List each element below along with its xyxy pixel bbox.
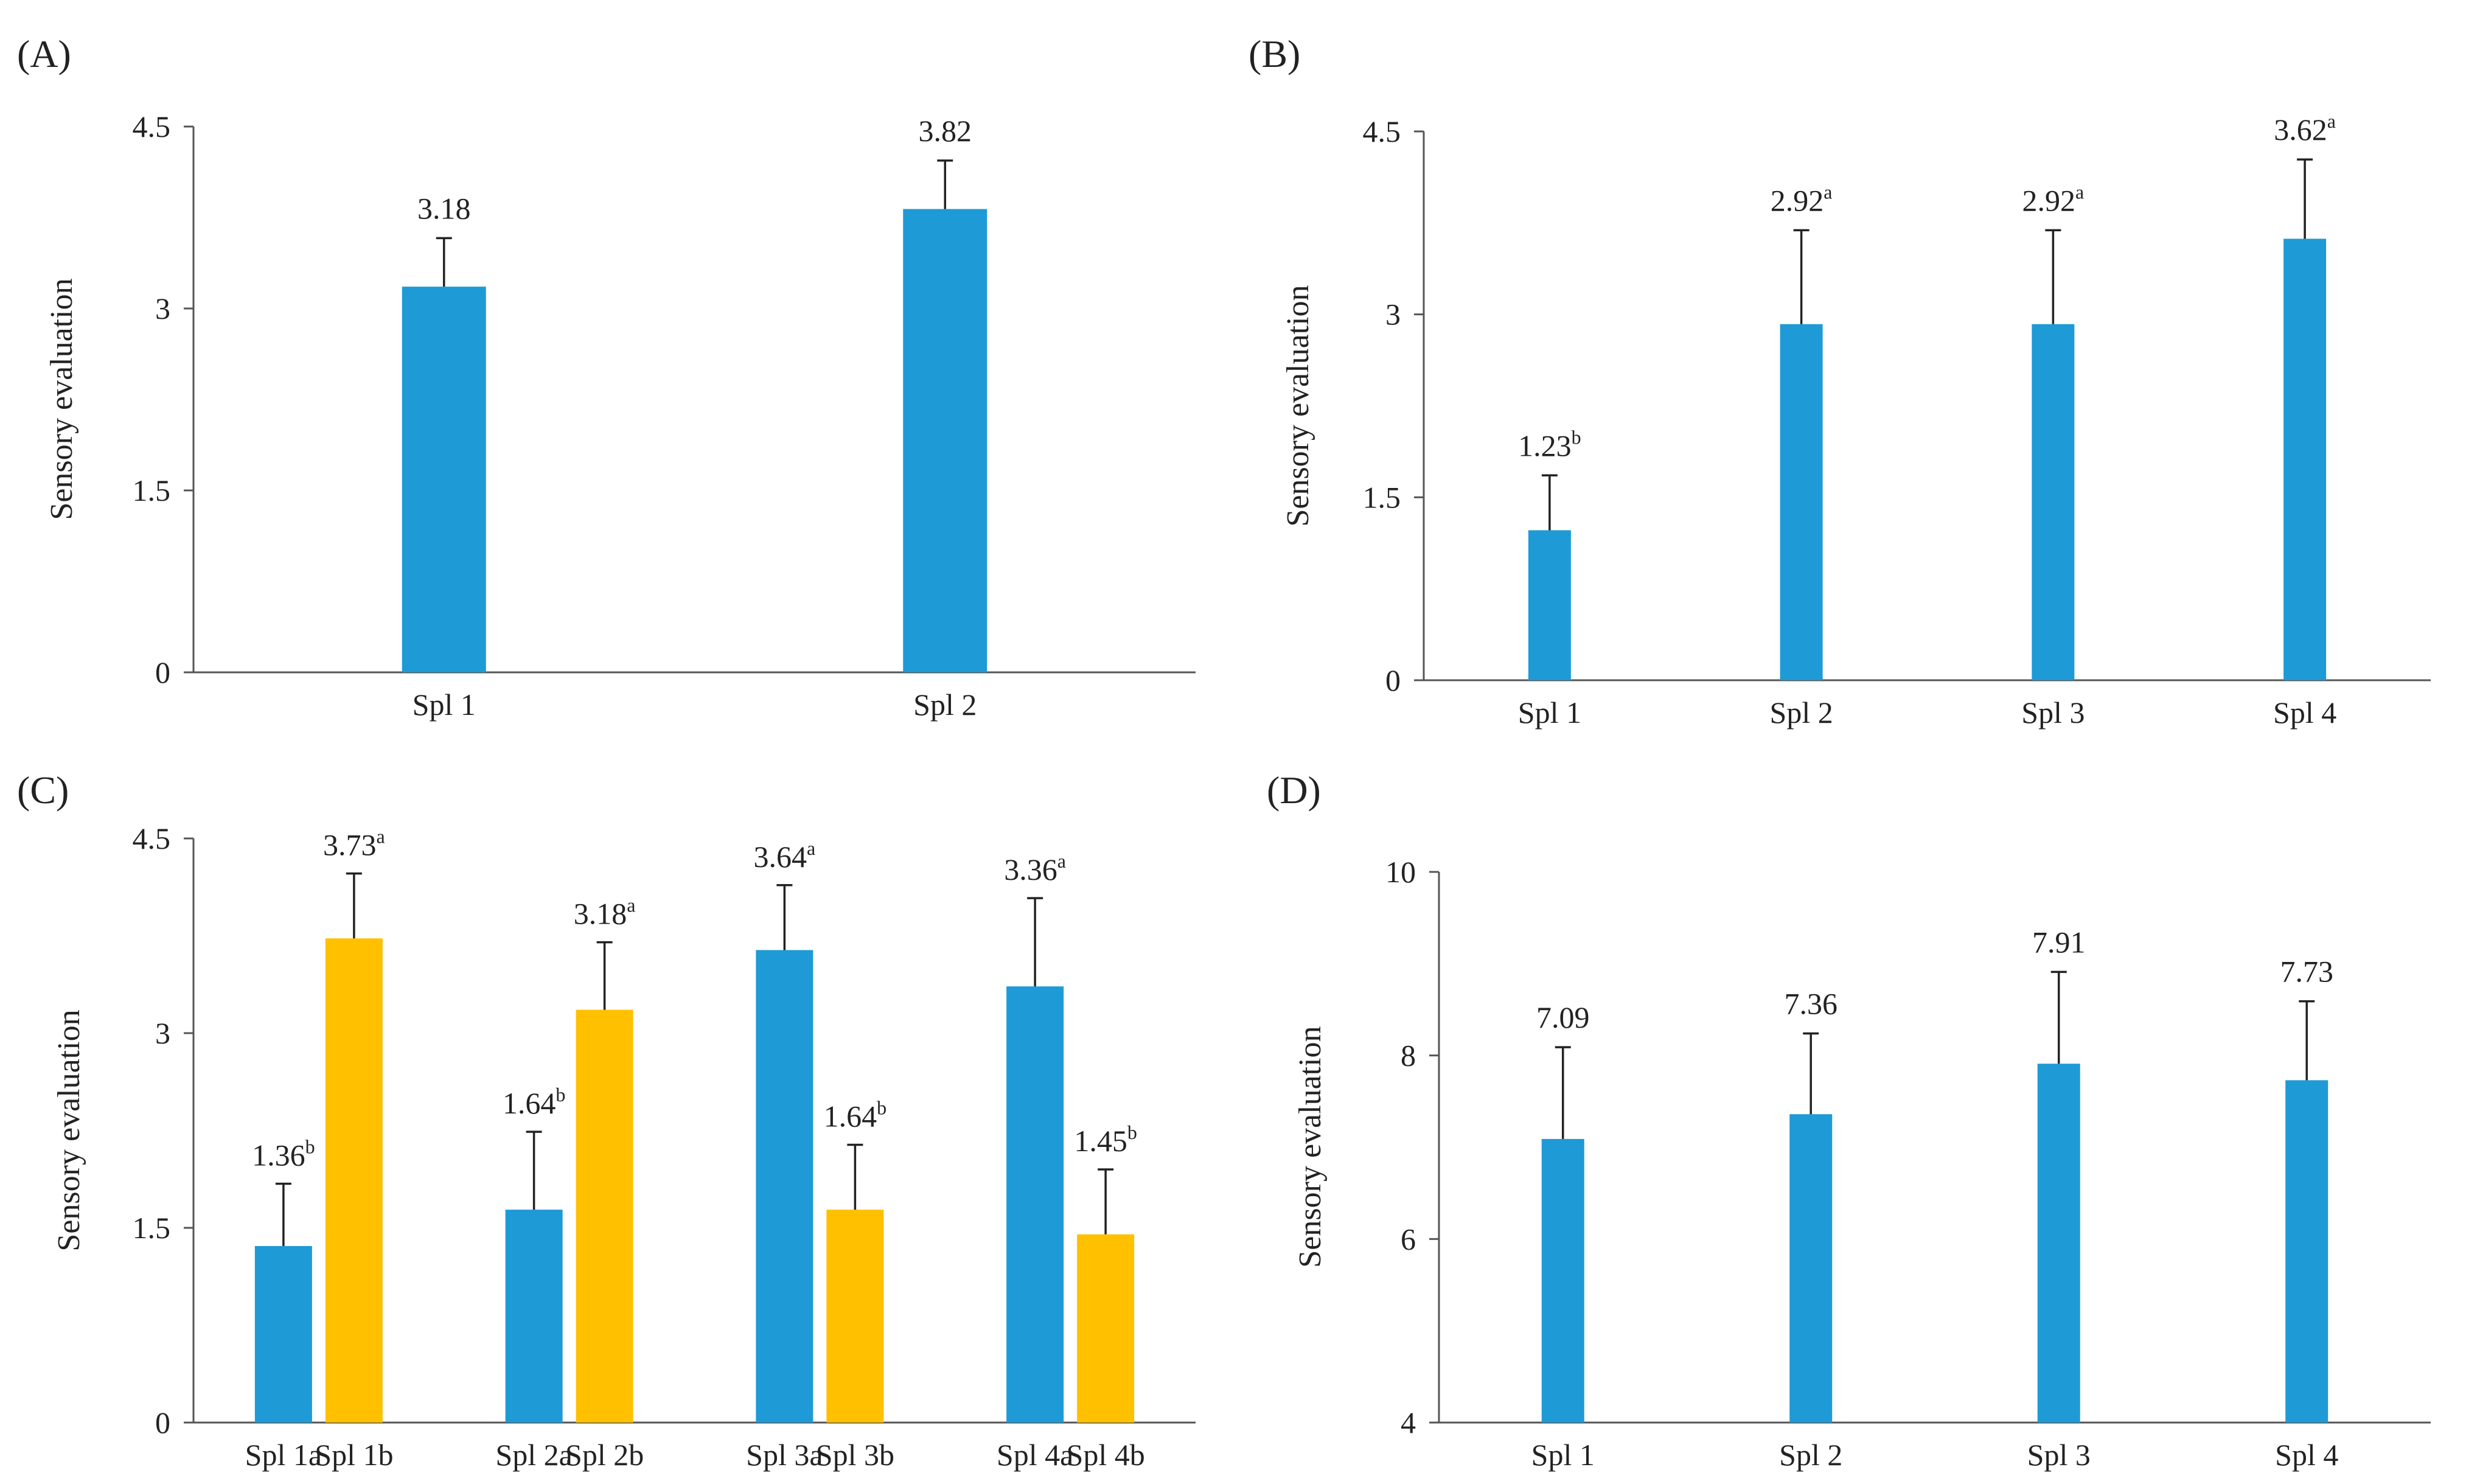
chart-c-x-tick-label: Spl 3a — [746, 1438, 823, 1472]
chart-a-x-tick-label: Spl 2 — [913, 688, 977, 722]
chart-d-x-tick-label: Spl 4 — [2275, 1438, 2338, 1472]
chart-c-bar-blue-1 — [254, 1245, 312, 1423]
chart-c-bar-yellow-1 — [325, 938, 383, 1423]
chart-a-bar-1 — [402, 287, 486, 672]
chart-c-bar-yellow-2 — [576, 1009, 633, 1423]
chart-d-panel-label: (D) — [1267, 768, 1321, 812]
chart-b-data-label: 1.23b — [1518, 426, 1581, 462]
chart-b-y-tick-label: 3 — [1385, 298, 1401, 332]
chart-c-y-tick-label: 0 — [155, 1406, 170, 1440]
chart-d-data-label: 7.09 — [1536, 1000, 1590, 1034]
chart-c-data-label: 3.73a — [323, 826, 385, 862]
chart-d-bar-3 — [2037, 1064, 2080, 1423]
chart-c-x-tick-label: Spl 2a — [495, 1438, 572, 1472]
chart-a-data-label: 3.82 — [919, 114, 972, 148]
chart-c-bar-blue-4 — [1006, 986, 1064, 1423]
chart-c-data-label: 1.64b — [503, 1084, 566, 1120]
chart-b-y-tick-label: 0 — [1385, 663, 1401, 697]
chart-a-x-tick-label: Spl 1 — [413, 688, 476, 722]
chart-b-x-tick-label: Spl 3 — [2021, 695, 2085, 730]
chart-b-bar-2 — [1780, 324, 1823, 680]
chart-c-data-label: 1.36b — [252, 1135, 315, 1172]
chart-b-data-label: 3.62a — [2274, 110, 2336, 147]
chart-a-y-tick-label: 0 — [155, 655, 170, 689]
chart-b-panel-label: (B) — [1249, 32, 1300, 75]
chart-b-bar-1 — [1528, 530, 1571, 680]
chart-c-x-tick-label: Spl 4a — [997, 1438, 1073, 1472]
chart-a-y-axis-title: Sensory evaluation — [44, 278, 79, 520]
chart-d-y-tick-label: 4 — [1401, 1406, 1416, 1440]
chart-c-bar-yellow-4 — [1077, 1234, 1135, 1423]
chart-d-x-tick-label: Spl 1 — [1531, 1438, 1595, 1472]
chart-b-x-tick-label: Spl 2 — [1770, 695, 1833, 730]
chart-a-panel-label: (A) — [17, 32, 71, 75]
chart-b-data-label: 2.92a — [1771, 181, 1833, 217]
chart-c-y-tick-label: 3 — [155, 1016, 170, 1050]
chart-c-x-tick-label: Spl 2b — [565, 1438, 644, 1472]
chart-c-y-tick-label: 4.5 — [133, 821, 171, 855]
chart-c-data-label: 3.36a — [1004, 850, 1066, 887]
chart-c-data-label: 3.64a — [754, 837, 816, 874]
chart-d-bar-2 — [1789, 1114, 1833, 1423]
chart-d-x-tick-label: Spl 2 — [1779, 1438, 1842, 1472]
chart-c-y-tick-label: 1.5 — [133, 1211, 171, 1245]
chart-d-data-label: 7.36 — [1785, 986, 1838, 1020]
chart-c-panel-label: (C) — [17, 768, 69, 812]
chart-c-y-axis-title: Sensory evaluation — [52, 1009, 86, 1251]
chart-d-y-tick-label: 8 — [1401, 1039, 1416, 1073]
chart-c-data-label: 3.18a — [574, 894, 636, 931]
chart-a-data-label: 3.18 — [417, 191, 471, 225]
chart-d-data-label: 7.91 — [2032, 925, 2086, 959]
chart-c-bar-blue-3 — [756, 950, 813, 1423]
chart-b-y-axis-title: Sensory evaluation — [1281, 285, 1315, 526]
chart-a-y-tick-label: 1.5 — [133, 473, 171, 507]
chart-c-x-tick-label: Spl 1b — [315, 1438, 393, 1472]
chart-d-y-tick-label: 10 — [1385, 855, 1416, 889]
chart-a-bar-2 — [903, 209, 987, 673]
chart-a-y-tick-label: 3 — [155, 291, 170, 326]
chart-c-data-label: 1.45b — [1074, 1121, 1137, 1158]
chart-a-y-tick-label: 4.5 — [133, 110, 171, 144]
chart-d-y-tick-label: 6 — [1401, 1222, 1416, 1256]
chart-b-data-label: 2.92a — [2022, 181, 2085, 217]
chart-c-bar-blue-2 — [505, 1210, 563, 1423]
chart-b-y-tick-label: 4.5 — [1363, 114, 1401, 148]
chart-c-data-label: 1.64b — [824, 1096, 887, 1133]
chart-b-bar-3 — [2032, 324, 2075, 680]
chart-b-x-tick-label: Spl 1 — [1518, 695, 1581, 730]
chart-d-bar-1 — [1541, 1138, 1584, 1423]
chart-d-y-axis-title: Sensory evaluation — [1293, 1026, 1328, 1267]
chart-c-x-tick-label: Spl 4b — [1067, 1438, 1145, 1472]
chart-b-bar-4 — [2283, 239, 2327, 680]
chart-b-y-tick-label: 1.5 — [1363, 480, 1401, 514]
chart-d-data-label: 7.73 — [2280, 955, 2334, 989]
chart-d-bar-4 — [2285, 1080, 2328, 1423]
chart-c-x-tick-label: Spl 1a — [245, 1438, 322, 1472]
chart-c-bar-yellow-3 — [826, 1210, 884, 1423]
chart-c-x-tick-label: Spl 3b — [816, 1438, 894, 1472]
chart-b-x-tick-label: Spl 4 — [2273, 695, 2336, 730]
chart-d-x-tick-label: Spl 3 — [2027, 1438, 2091, 1472]
